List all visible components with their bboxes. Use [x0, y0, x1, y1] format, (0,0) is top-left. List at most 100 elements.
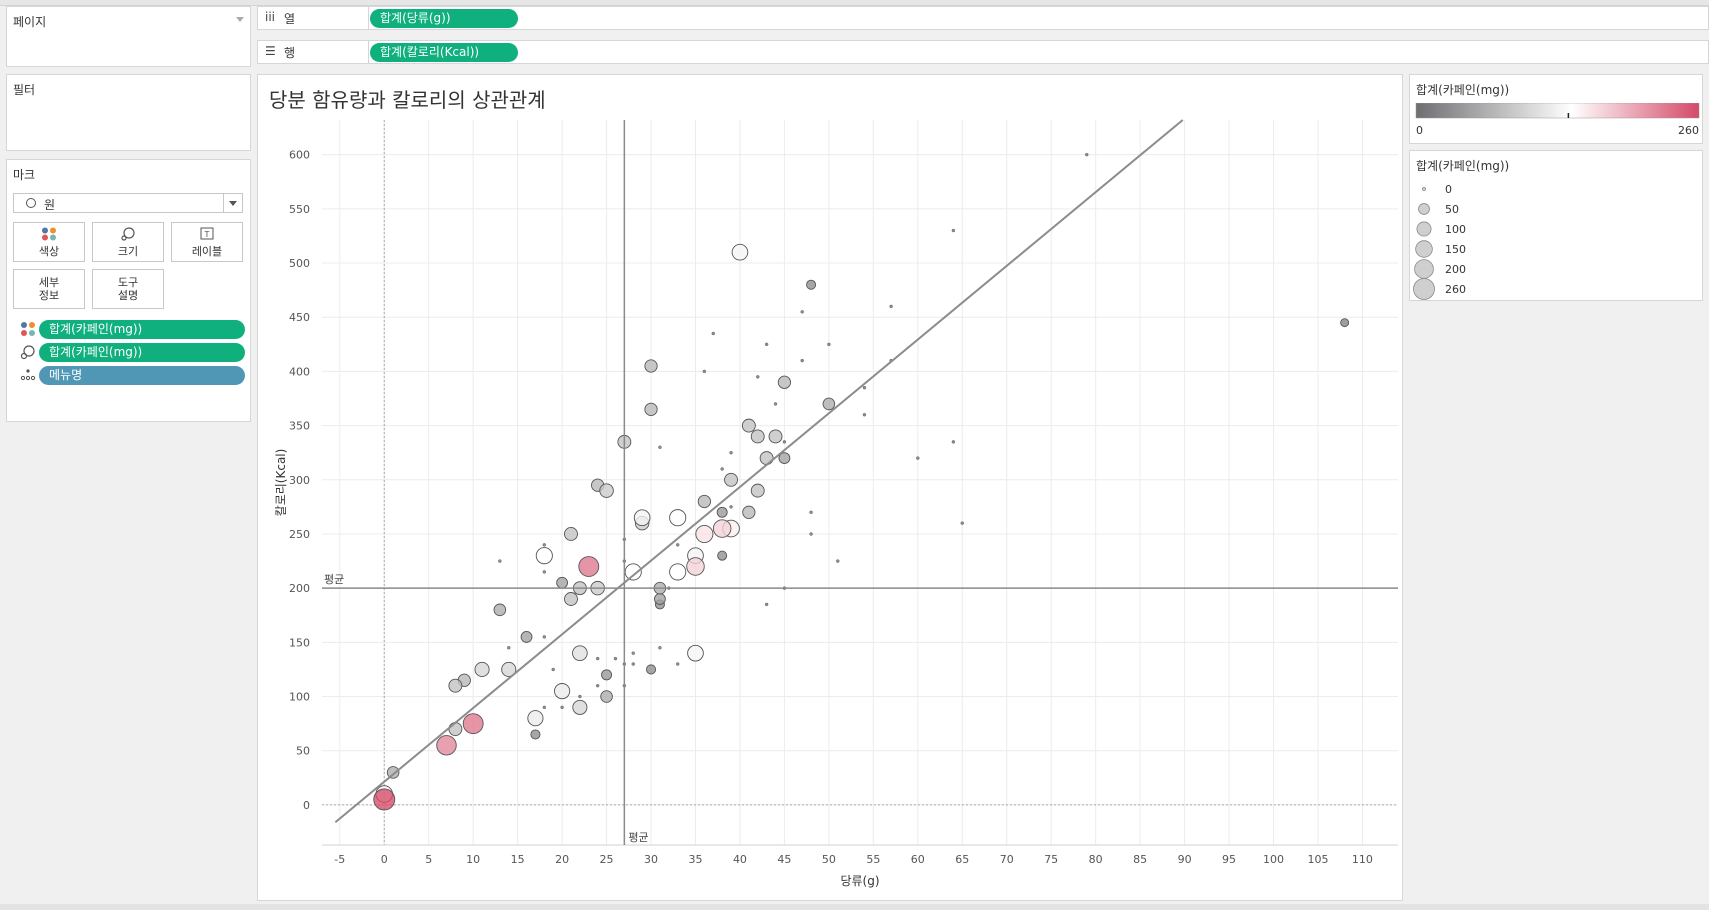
svg-text:T: T	[204, 230, 210, 239]
data-point	[520, 631, 533, 643]
y-tick-label: 600	[289, 149, 310, 162]
size-legend-circle	[1416, 221, 1432, 237]
color-button[interactable]: 색상	[13, 222, 85, 262]
color-ramp[interactable]: 0 260	[1410, 103, 1702, 143]
data-point	[554, 683, 571, 700]
y-tick-label: 0	[303, 799, 310, 812]
x-tick-label: 110	[1352, 853, 1373, 866]
data-point	[669, 509, 687, 527]
color-max-label: 260	[1678, 124, 1699, 137]
x-tick-label: 0	[381, 853, 388, 866]
data-point	[729, 505, 733, 509]
y-tick-label: 150	[289, 636, 310, 649]
rows-icon: ☰	[265, 44, 276, 58]
label-button[interactable]: T 레이블	[171, 222, 243, 262]
data-point	[462, 713, 484, 735]
scatter-chart: -5 0 5 10 15 20 25 30 35 40 45 50 55 60 65 70 75 80 85 90 95…	[274, 119, 1398, 888]
data-point	[806, 279, 817, 290]
size-icon	[121, 227, 135, 241]
x-tick-label: 80	[1089, 853, 1103, 866]
data-point	[759, 451, 774, 466]
pages-card[interactable]: 페이지	[6, 6, 251, 67]
x-tick-label: 35	[688, 853, 702, 866]
field-pill-size[interactable]: 합계(카페인(mg))	[39, 343, 245, 362]
x-tick-label: 60	[911, 853, 925, 866]
field-pill-size-label: 합계(카페인(mg))	[49, 345, 143, 359]
chevron-down-icon[interactable]	[223, 194, 242, 212]
data-point	[386, 766, 400, 779]
size-icon	[20, 345, 35, 360]
data-point	[572, 645, 588, 661]
circle-icon	[26, 198, 36, 208]
data-point	[731, 243, 749, 261]
tooltip-button[interactable]: 도구 설명	[92, 269, 164, 309]
data-point	[507, 646, 511, 650]
color-button-label: 색상	[38, 245, 60, 258]
top-toolbar-strip	[0, 0, 1709, 6]
data-point	[448, 722, 463, 736]
size-legend-label: 100	[1445, 223, 1466, 236]
chevron-down-icon[interactable]	[236, 17, 244, 22]
sheet-tabs-strip	[0, 904, 1709, 910]
data-point	[822, 397, 836, 411]
data-point	[658, 445, 662, 449]
y-tick-label: 50	[296, 745, 310, 758]
trend-line	[334, 119, 1184, 824]
data-point	[542, 543, 547, 547]
rows-shelf-header: ☰ 행	[258, 41, 369, 63]
size-button[interactable]: 크기	[92, 222, 164, 262]
rows-shelf[interactable]: ☰ 행 합계(칼로리(Kcal))	[257, 40, 1709, 64]
color-dots-icon	[21, 322, 35, 336]
size-legend-circle	[1418, 203, 1430, 215]
data-point	[530, 729, 541, 740]
size-button-label: 크기	[117, 245, 139, 258]
color-legend-title: 합계(카페인(mg))	[1416, 83, 1510, 97]
data-point	[686, 557, 705, 576]
data-point	[729, 450, 733, 455]
data-point	[599, 483, 614, 498]
data-point	[498, 559, 502, 563]
x-tick-label: 5	[425, 853, 432, 866]
data-point	[711, 331, 715, 336]
x-tick-label: 100	[1263, 853, 1284, 866]
data-point	[542, 705, 547, 710]
filters-card[interactable]: 필터	[6, 74, 251, 151]
columns-pill[interactable]: 합계(당류(g))	[370, 9, 518, 28]
columns-shelf[interactable]: iii 열 합계(당류(g))	[257, 6, 1709, 30]
mark-type-label: 원	[44, 198, 56, 212]
columns-icon: iii	[265, 10, 276, 24]
data-point	[646, 664, 657, 675]
data-point	[827, 342, 831, 347]
data-point	[773, 402, 778, 406]
x-tick-label: 25	[600, 853, 614, 866]
data-point	[800, 310, 804, 314]
data-point	[750, 483, 765, 498]
data-point	[578, 556, 600, 577]
data-point	[768, 429, 783, 444]
data-point	[601, 669, 613, 681]
detail-dots-icon	[20, 369, 36, 381]
data-point	[658, 646, 662, 650]
label-button-label: 레이블	[191, 245, 223, 258]
detail-button[interactable]: 세부 정보	[13, 269, 85, 309]
columns-shelf-label: 열	[284, 12, 296, 26]
chart-title: 당분 함유량과 칼로리의 상관관계	[269, 88, 546, 112]
tooltip-button-label-2: 설명	[117, 289, 139, 302]
y-tick-label: 400	[289, 365, 310, 378]
x-tick-label: 105	[1307, 853, 1328, 866]
data-point	[595, 656, 600, 661]
x-tick-label: 40	[733, 853, 747, 866]
tooltip-button-label-1: 도구	[117, 276, 139, 289]
field-pill-color[interactable]: 합계(카페인(mg))	[39, 320, 245, 339]
data-point	[560, 705, 564, 710]
columns-shelf-header: iii 열	[258, 7, 369, 29]
field-pill-detail[interactable]: 메뉴명	[39, 366, 245, 385]
mark-type-select[interactable]: 원	[13, 193, 243, 213]
data-point	[595, 683, 600, 688]
data-point	[712, 519, 732, 538]
data-point	[654, 593, 666, 605]
size-legend-label: 50	[1445, 203, 1459, 216]
rows-pill[interactable]: 합계(칼로리(Kcal))	[370, 43, 518, 62]
data-point	[633, 509, 651, 527]
data-point	[676, 543, 680, 547]
